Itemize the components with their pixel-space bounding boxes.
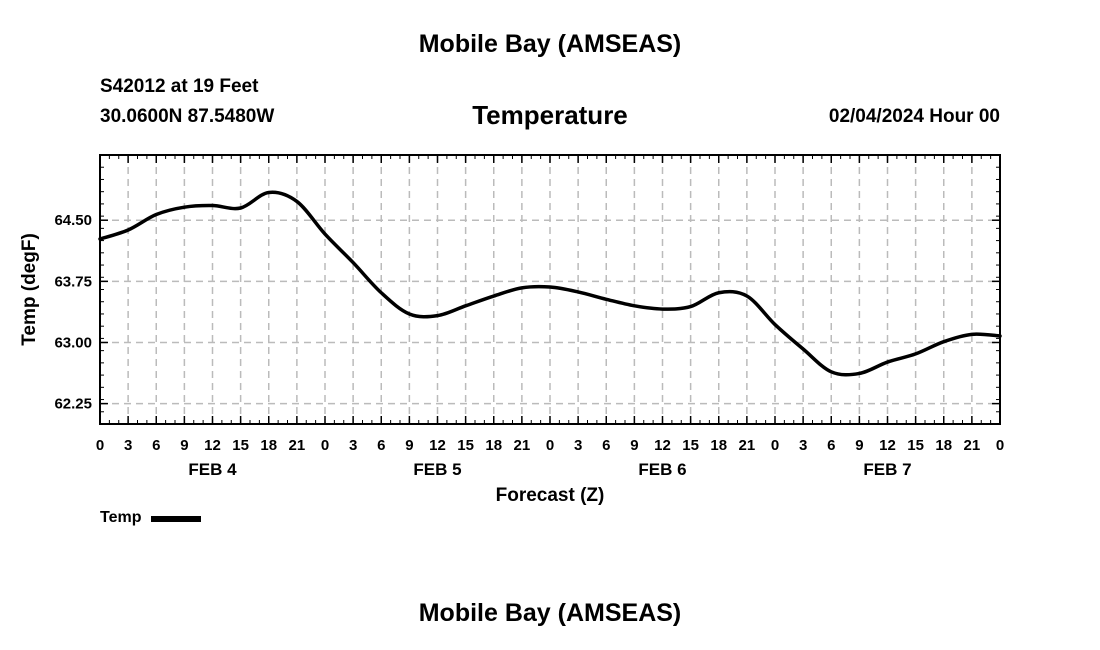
x-tick-label: 15: [457, 437, 474, 454]
legend-swatch: [151, 516, 202, 522]
x-tick-label: 0: [321, 437, 329, 454]
x-tick-label: 3: [349, 437, 357, 454]
chart-legend: Temp: [100, 509, 202, 527]
day-label: FEB 6: [638, 460, 686, 479]
legend-label: Temp: [100, 509, 142, 526]
x-tick-label: 18: [485, 437, 502, 454]
y-tick-label: 64.50: [54, 212, 92, 229]
x-tick-label: 12: [654, 437, 671, 454]
x-tick-label: 3: [574, 437, 582, 454]
x-axis-label: Forecast (Z): [496, 485, 605, 506]
x-tick-label: 6: [152, 437, 160, 454]
x-tick-label: 9: [855, 437, 863, 454]
x-tick-label: 0: [546, 437, 554, 454]
coordinates-label: 30.0600N 87.5480W: [100, 106, 275, 127]
y-tick-label: 62.25: [54, 396, 92, 413]
station-label: S42012 at 19 Feet: [100, 76, 259, 97]
y-tick-label: 63.00: [54, 334, 92, 351]
x-tick-label: 6: [377, 437, 385, 454]
x-tick-label: 21: [964, 437, 981, 454]
x-tick-label: 9: [180, 437, 188, 454]
day-label: FEB 4: [188, 460, 237, 479]
chart-main-title: Mobile Bay (AMSEAS): [418, 30, 682, 58]
x-tick-label: 15: [232, 437, 249, 454]
day-label: FEB 5: [413, 460, 461, 479]
y-tick-label: 63.75: [54, 273, 92, 290]
x-tick-label: 12: [429, 437, 446, 454]
x-tick-label: 9: [630, 437, 638, 454]
x-tick-label: 0: [96, 437, 104, 454]
x-tick-label: 12: [879, 437, 896, 454]
x-tick-label: 0: [996, 437, 1004, 454]
x-tick-label: 15: [907, 437, 924, 454]
footer-title: Mobile Bay (AMSEAS): [418, 599, 682, 627]
x-tick-label: 21: [289, 437, 306, 454]
x-tick-label: 3: [124, 437, 132, 454]
series-line-temp: [98, 190, 1002, 377]
chart-subtitle: Temperature: [472, 100, 628, 130]
x-tick-label: 12: [204, 437, 221, 454]
x-tick-label: 3: [799, 437, 807, 454]
x-tick-label: 9: [405, 437, 413, 454]
x-tick-label: 18: [260, 437, 277, 454]
x-tick-label: 15: [682, 437, 699, 454]
x-tick-label: 18: [710, 437, 727, 454]
run-time-label: 02/04/2024 Hour 00: [828, 106, 1000, 127]
x-tick-label: 6: [602, 437, 610, 454]
x-tick-label: 0: [771, 437, 779, 454]
x-tick-label: 18: [935, 437, 952, 454]
y-axis-label: Temp (degF): [19, 233, 40, 346]
day-label: FEB 7: [863, 460, 911, 479]
x-tick-label: 21: [739, 437, 756, 454]
x-tick-label: 6: [827, 437, 835, 454]
x-tick-label: 21: [514, 437, 531, 454]
